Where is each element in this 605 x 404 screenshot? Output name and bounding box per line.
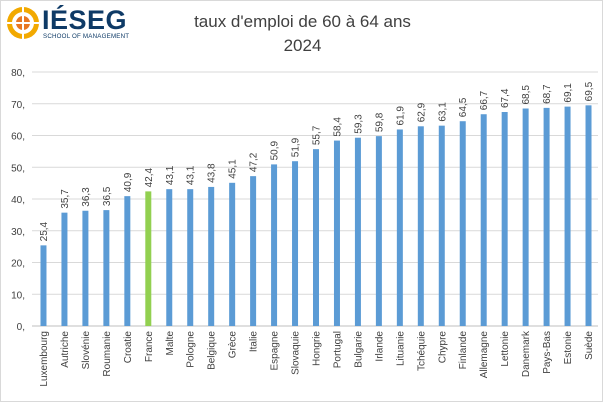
data-label: 59,3 (353, 114, 364, 134)
x-tick-label: Chypre (437, 331, 448, 364)
y-tick-label: 80, (11, 68, 25, 79)
data-label: 68,7 (542, 84, 553, 104)
chart-subtitle: 2024 (283, 36, 322, 55)
data-label: 43,8 (207, 163, 218, 183)
bar (480, 114, 487, 326)
x-tick-label: Pays-Bas (542, 331, 553, 374)
x-tick-label: France (144, 331, 155, 363)
x-tick-label: Malte (165, 331, 176, 356)
bar (82, 210, 89, 326)
data-label: 59,8 (374, 112, 385, 132)
bar (250, 176, 257, 326)
data-label: 51,9 (291, 137, 302, 157)
x-tick-label: Autriche (60, 331, 71, 368)
y-tick-label: 20, (11, 259, 25, 270)
y-tick-label: 70, (11, 100, 25, 111)
y-tick-label: 0, (17, 322, 25, 333)
x-tick-label: Belgique (207, 331, 218, 370)
data-label: 50,9 (270, 140, 281, 160)
bar (208, 186, 215, 326)
bar (354, 137, 361, 326)
data-label: 42,4 (144, 167, 155, 187)
x-tick-label: Roumanie (102, 331, 113, 377)
x-tick-label: Lettonie (500, 331, 511, 367)
x-tick-label: Finlande (458, 331, 469, 370)
x-tick-label: Estonie (563, 331, 574, 365)
data-label: 69,5 (584, 81, 595, 101)
data-label: 47,2 (249, 152, 260, 172)
data-label: 64,5 (458, 97, 469, 117)
x-tick-label: Bulgarie (353, 331, 364, 368)
bar (375, 136, 382, 326)
x-tick-label: Suède (584, 331, 595, 360)
x-tick-label: Tchéquie (416, 331, 427, 371)
y-tick-label: 40, (11, 195, 25, 206)
data-label: 40,9 (123, 172, 134, 192)
bar (187, 189, 194, 326)
bar (333, 140, 340, 326)
bar (564, 106, 571, 326)
logo-wordmark: IÉSEG (42, 5, 128, 35)
x-tick-label: Italie (249, 331, 260, 353)
x-tick-label: Slovaquie (291, 331, 302, 375)
data-label: 36,5 (102, 186, 113, 206)
bar (585, 105, 592, 327)
bar (417, 126, 424, 326)
data-label: 36,3 (81, 187, 92, 207)
x-tick-label: Portugal (332, 331, 343, 368)
chart-title: taux d'emploi de 60 à 64 ans (194, 12, 411, 31)
x-tick-label: Croatie (123, 331, 134, 364)
y-tick-label: 50, (11, 163, 25, 174)
bar (292, 161, 299, 326)
x-tick-label: Hongrie (312, 331, 323, 366)
x-tick-label: Danemark (521, 330, 532, 377)
y-tick-label: 60, (11, 132, 25, 143)
bar (145, 191, 152, 326)
data-label: 63,1 (437, 102, 448, 122)
bar (124, 196, 131, 326)
bar (313, 149, 319, 326)
bar (61, 212, 68, 326)
data-label: 45,1 (228, 159, 239, 179)
bar (459, 121, 466, 327)
y-tick-label: 10, (11, 290, 25, 301)
data-label: 35,7 (60, 189, 71, 209)
ieseg-emblem-icon (7, 7, 39, 39)
data-label: 62,9 (416, 102, 427, 122)
x-tick-label: Allemagne (479, 331, 490, 379)
bar (396, 129, 403, 326)
x-tick-label: Lituanie (395, 331, 406, 366)
data-label: 43,1 (165, 165, 176, 185)
bar (522, 108, 529, 326)
data-label: 67,4 (500, 88, 511, 108)
ieseg-logo: IÉSEG SCHOOL OF MANAGEMENT (6, 4, 130, 42)
data-label: 58,4 (332, 117, 343, 137)
x-tick-label: Slovénie (81, 331, 92, 370)
data-label: 25,4 (39, 221, 50, 241)
x-tick-label: Irlande (374, 331, 385, 362)
bar (501, 112, 508, 326)
bar (166, 189, 173, 326)
data-label: 43,1 (186, 165, 197, 185)
x-tick-label: Espagne (270, 331, 281, 371)
data-label: 69,1 (563, 83, 574, 103)
logo-tagline: SCHOOL OF MANAGEMENT (43, 33, 130, 40)
x-tick-label: Grèce (228, 331, 239, 359)
bar (40, 245, 47, 326)
y-tick-label: 30, (11, 227, 25, 238)
bar (543, 107, 550, 326)
bar (229, 182, 236, 326)
bar (103, 210, 110, 326)
bar (438, 125, 445, 326)
data-label: 68,5 (521, 85, 532, 105)
bar (271, 164, 278, 326)
x-tick-label: Pologne (186, 331, 197, 368)
data-label: 61,9 (395, 106, 406, 126)
data-label: 55,7 (312, 125, 323, 145)
x-tick-label: Luxembourg (39, 331, 50, 387)
data-label: 66,7 (479, 90, 490, 110)
